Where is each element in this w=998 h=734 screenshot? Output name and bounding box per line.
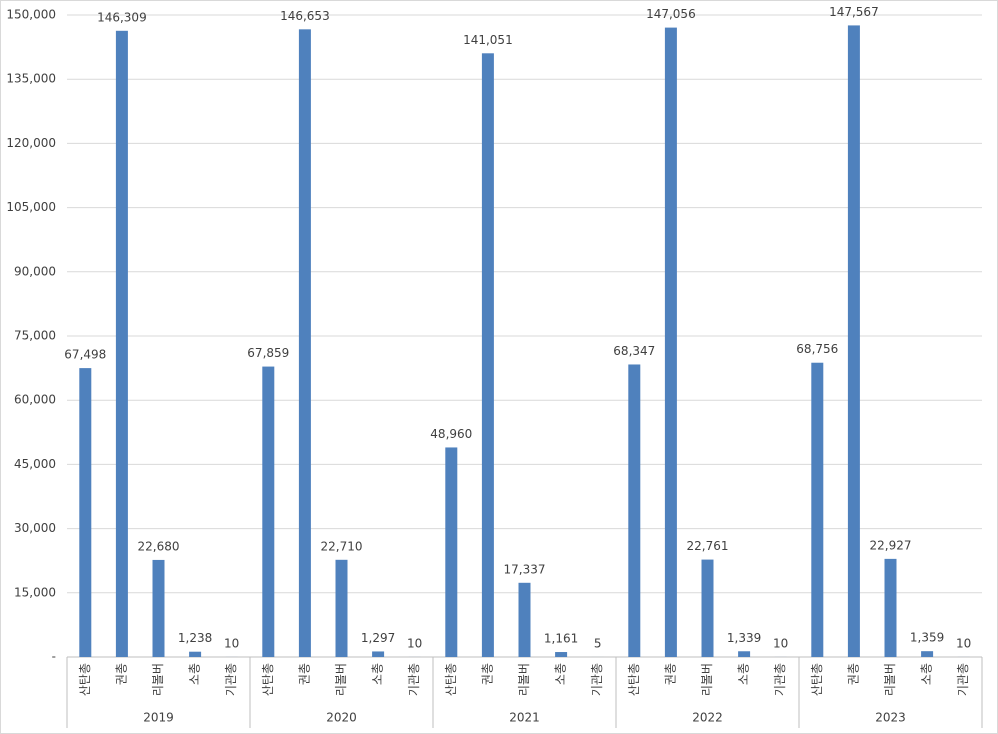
value-label: 5 bbox=[594, 636, 602, 650]
value-label: 48,960 bbox=[430, 427, 472, 441]
value-label: 147,567 bbox=[829, 5, 879, 19]
bar bbox=[628, 364, 641, 657]
x-tick-label: 리볼버 bbox=[517, 663, 531, 696]
x-tick-label: 권총 bbox=[846, 663, 860, 685]
value-label: 17,337 bbox=[504, 562, 546, 576]
value-label: 1,339 bbox=[727, 631, 761, 645]
value-label: 67,498 bbox=[64, 348, 106, 362]
bar bbox=[664, 27, 677, 657]
x-tick-label: 권총 bbox=[114, 663, 128, 685]
x-tick-label: 소총 bbox=[737, 663, 751, 685]
y-tick-label: 60,000 bbox=[14, 393, 56, 407]
x-tick-label: 소총 bbox=[554, 663, 568, 685]
x-tick-label: 기관총 bbox=[773, 663, 787, 696]
bar bbox=[555, 652, 568, 657]
value-label: 1,238 bbox=[178, 631, 212, 645]
value-label: 146,309 bbox=[97, 10, 147, 24]
group-label: 2022 bbox=[692, 711, 723, 725]
x-tick-label: 산탄총 bbox=[444, 663, 458, 696]
x-tick-label: 리볼버 bbox=[334, 663, 348, 696]
group-label: 2020 bbox=[326, 711, 357, 725]
bar bbox=[152, 559, 165, 657]
group-label: 2019 bbox=[143, 711, 174, 725]
bar bbox=[79, 368, 92, 657]
x-tick-label: 리볼버 bbox=[151, 663, 165, 696]
y-tick-label: 45,000 bbox=[14, 457, 56, 471]
value-label: 10 bbox=[407, 636, 422, 650]
bar bbox=[701, 559, 714, 657]
value-label: 1,359 bbox=[910, 631, 944, 645]
x-tick-label: 기관총 bbox=[407, 663, 421, 696]
value-label: 22,761 bbox=[687, 539, 729, 553]
y-tick-label: 90,000 bbox=[14, 264, 56, 278]
x-tick-label: 리볼버 bbox=[700, 663, 714, 696]
value-label: 10 bbox=[224, 636, 239, 650]
group-label: 2023 bbox=[875, 711, 906, 725]
value-label: 147,056 bbox=[646, 7, 696, 21]
bar bbox=[298, 29, 311, 658]
bar bbox=[738, 651, 751, 657]
bar bbox=[445, 447, 458, 657]
bar bbox=[481, 53, 494, 658]
x-tick-label: 권총 bbox=[297, 663, 311, 685]
group-label: 2021 bbox=[509, 711, 540, 725]
x-tick-label: 권총 bbox=[663, 663, 677, 685]
y-tick-label: 135,000 bbox=[6, 72, 56, 86]
value-label: 10 bbox=[956, 636, 971, 650]
x-tick-label: 소총 bbox=[188, 663, 202, 685]
x-tick-label: 산탄총 bbox=[627, 663, 641, 696]
value-label: 67,859 bbox=[247, 346, 289, 360]
bar bbox=[372, 651, 385, 657]
value-label: 10 bbox=[773, 636, 788, 650]
bar bbox=[262, 366, 275, 657]
x-tick-label: 기관총 bbox=[224, 663, 238, 696]
bar bbox=[189, 651, 202, 657]
y-tick-label: 30,000 bbox=[14, 521, 56, 535]
bar bbox=[884, 558, 897, 657]
y-tick-label: 150,000 bbox=[6, 8, 56, 22]
y-tick-label: 15,000 bbox=[14, 585, 56, 599]
value-label: 22,710 bbox=[321, 539, 363, 553]
bar bbox=[518, 582, 531, 657]
x-tick-label: 리볼버 bbox=[883, 663, 897, 696]
y-tick-label: 120,000 bbox=[6, 136, 56, 150]
y-tick-label: 75,000 bbox=[14, 329, 56, 343]
bar bbox=[921, 651, 934, 657]
x-tick-label: 권총 bbox=[480, 663, 494, 685]
x-tick-label: 산탄총 bbox=[78, 663, 92, 696]
value-label: 146,653 bbox=[280, 9, 330, 23]
value-label: 141,051 bbox=[463, 33, 513, 47]
x-tick-label: 산탄총 bbox=[810, 663, 824, 696]
value-label: 1,297 bbox=[361, 631, 395, 645]
x-tick-label: 기관총 bbox=[590, 663, 604, 696]
value-label: 68,347 bbox=[613, 344, 655, 358]
value-label: 1,161 bbox=[544, 632, 578, 646]
bar bbox=[335, 559, 348, 657]
value-label: 22,927 bbox=[870, 538, 912, 552]
value-label: 68,756 bbox=[796, 342, 838, 356]
y-tick-label: 105,000 bbox=[6, 200, 56, 214]
x-tick-label: 산탄총 bbox=[261, 663, 275, 696]
bar bbox=[847, 25, 860, 657]
x-tick-label: 소총 bbox=[371, 663, 385, 685]
x-tick-label: 기관총 bbox=[956, 663, 970, 696]
y-tick-label: - bbox=[52, 650, 56, 664]
bar bbox=[115, 30, 128, 657]
bar bbox=[811, 362, 824, 657]
value-label: 22,680 bbox=[138, 539, 180, 553]
x-tick-label: 소총 bbox=[920, 663, 934, 685]
